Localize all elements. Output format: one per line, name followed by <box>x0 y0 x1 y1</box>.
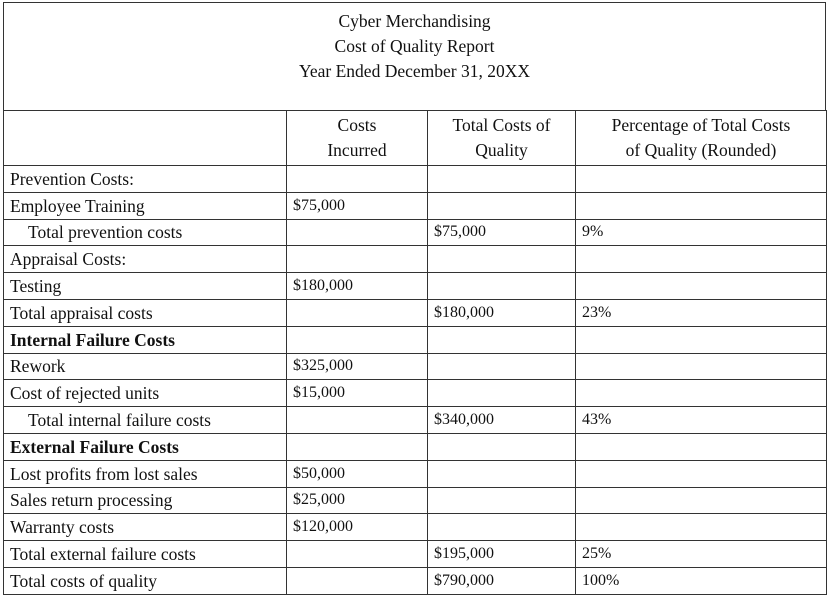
total-costs-cell <box>427 165 576 193</box>
percentage-cell: 25% <box>575 540 827 568</box>
total-costs-cell: $195,000 <box>427 540 576 568</box>
header-row: Costs Incurred Total Costs of Quality Perc… <box>3 110 827 166</box>
total-costs-cell: $340,000 <box>427 406 576 434</box>
costs-incurred-cell <box>286 325 428 354</box>
costs-incurred-cell <box>286 432 428 461</box>
total-costs-cell: $75,000 <box>427 218 576 247</box>
costs-incurred-cell: $120,000 <box>286 513 428 542</box>
total-costs-cell <box>427 352 576 381</box>
row-label: Testing <box>3 272 287 300</box>
percentage-cell: 100% <box>575 566 827 595</box>
table-row: Total internal failure costs $340,000 43% <box>3 406 827 434</box>
row-label: Cost of rejected units <box>3 379 287 408</box>
percentage-cell <box>575 165 827 193</box>
total-costs-cell <box>427 245 576 274</box>
table-row: Total costs of quality $790,000 100% <box>3 566 827 595</box>
costs-incurred-cell <box>286 165 428 193</box>
row-label: Warranty costs <box>3 513 287 542</box>
table-row: Rework $325,000 <box>3 352 827 381</box>
row-label: Total external failure costs <box>3 540 287 568</box>
row-label: Appraisal Costs: <box>3 245 287 274</box>
percentage-cell <box>575 352 827 381</box>
row-label: Total costs of quality <box>3 566 287 595</box>
row-label: Internal Failure Costs <box>3 325 287 354</box>
total-costs-cell <box>427 486 576 515</box>
total-costs-cell <box>427 432 576 461</box>
cost-of-quality-table: Costs Incurred Total Costs of Quality Perc… <box>3 110 827 595</box>
table-row: Testing $180,000 <box>3 272 827 300</box>
table-row: Cost of rejected units $15,000 <box>3 379 827 408</box>
percentage-cell <box>575 459 827 488</box>
total-costs-cell <box>427 459 576 488</box>
costs-incurred-cell: $75,000 <box>286 191 428 220</box>
row-label: Employee Training <box>3 191 287 220</box>
table-row: Prevention Costs: <box>3 165 827 193</box>
header-blank <box>3 110 287 166</box>
costs-incurred-cell: $325,000 <box>286 352 428 381</box>
percentage-cell <box>575 191 827 220</box>
header-costs-incurred: Costs Incurred <box>286 110 428 166</box>
total-costs-cell <box>427 379 576 408</box>
header-percentage: Percentage of Total Costs of Quality (Rou… <box>575 110 827 166</box>
row-label: External Failure Costs <box>3 432 287 461</box>
report-name: Cost of Quality Report <box>334 36 495 56</box>
table-row: Sales return processing $25,000 <box>3 486 827 515</box>
row-label: Sales return processing <box>3 486 287 515</box>
percentage-cell <box>575 379 827 408</box>
total-costs-cell <box>427 191 576 220</box>
costs-incurred-cell: $50,000 <box>286 459 428 488</box>
table-row: Appraisal Costs: <box>3 245 827 274</box>
costs-incurred-cell <box>286 540 428 568</box>
report-period: Year Ended December 31, 20XX <box>298 61 530 81</box>
table-row: Internal Failure Costs <box>3 325 827 354</box>
table-row: Total external failure costs $195,000 25% <box>3 540 827 568</box>
costs-incurred-cell: $25,000 <box>286 486 428 515</box>
total-costs-cell: $790,000 <box>427 566 576 595</box>
row-label: Total prevention costs <box>3 218 287 247</box>
total-costs-cell: $180,000 <box>427 298 576 327</box>
row-label: Total appraisal costs <box>3 298 287 327</box>
costs-incurred-cell <box>286 406 428 434</box>
percentage-cell: 23% <box>575 298 827 327</box>
table-row: Employee Training $75,000 <box>3 191 827 220</box>
costs-incurred-cell: $15,000 <box>286 379 428 408</box>
table-row: Total prevention costs $75,000 9% <box>3 218 827 247</box>
total-costs-cell <box>427 272 576 300</box>
total-costs-cell <box>427 325 576 354</box>
table-row: Warranty costs $120,000 <box>3 513 827 542</box>
percentage-cell <box>575 325 827 354</box>
row-label: Total internal failure costs <box>3 406 287 434</box>
table-row: External Failure Costs <box>3 432 827 461</box>
percentage-cell <box>575 245 827 274</box>
costs-incurred-cell <box>286 566 428 595</box>
company-name: Cyber Merchandising <box>338 11 491 31</box>
percentage-cell <box>575 513 827 542</box>
costs-incurred-cell <box>286 245 428 274</box>
header-total-costs: Total Costs of Quality <box>427 110 576 166</box>
percentage-cell: 43% <box>575 406 827 434</box>
table-row: Lost profits from lost sales $50,000 <box>3 459 827 488</box>
row-label: Lost profits from lost sales <box>3 459 287 488</box>
table-row: Total appraisal costs $180,000 23% <box>3 298 827 327</box>
report-title-block: Cyber Merchandising Cost of Quality Repo… <box>3 2 826 111</box>
total-costs-cell <box>427 513 576 542</box>
percentage-cell <box>575 486 827 515</box>
percentage-cell <box>575 432 827 461</box>
row-label: Prevention Costs: <box>3 165 287 193</box>
costs-incurred-cell <box>286 298 428 327</box>
costs-incurred-cell <box>286 218 428 247</box>
percentage-cell <box>575 272 827 300</box>
row-label: Rework <box>3 352 287 381</box>
costs-incurred-cell: $180,000 <box>286 272 428 300</box>
percentage-cell: 9% <box>575 218 827 247</box>
